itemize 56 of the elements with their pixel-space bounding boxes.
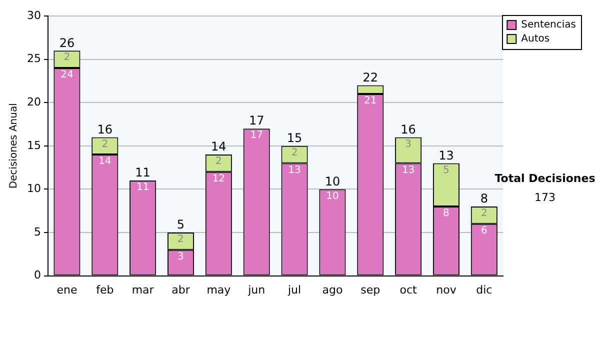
- y-tick-label: 10: [26, 182, 41, 196]
- data-label: 21: [364, 96, 377, 107]
- data-label: 6: [480, 225, 488, 236]
- total-label: 16: [97, 122, 113, 136]
- y-tick-label: 15: [26, 138, 41, 152]
- x-tick-label: dic: [476, 283, 492, 296]
- total-label: 11: [135, 166, 150, 180]
- total-label: 14: [211, 140, 226, 154]
- x-tick-label: abr: [172, 283, 190, 296]
- x-tick-label: ago: [322, 283, 343, 296]
- data-label: 10: [326, 190, 339, 202]
- data-label: 3: [405, 138, 412, 150]
- legend-label: Sentencias: [521, 20, 576, 31]
- total-label: 16: [400, 122, 416, 136]
- y-tick-label: 20: [26, 95, 41, 108]
- data-label: 12: [212, 173, 226, 184]
- total-label: 15: [286, 131, 302, 146]
- data-label: 11: [136, 182, 150, 194]
- total-label: 22: [362, 70, 378, 84]
- x-tick-label: nov: [436, 283, 457, 296]
- data-label: 17: [250, 130, 263, 142]
- data-label: 3: [178, 251, 184, 262]
- data-label: 2: [102, 138, 108, 150]
- data-label: 2: [480, 208, 488, 220]
- y-tick-label: 30: [26, 8, 41, 22]
- annotation: Total Decisiones: [494, 172, 596, 185]
- x-tick-label: feb: [96, 283, 114, 296]
- x-tick-label: sep: [360, 283, 380, 296]
- data-label: 24: [60, 70, 74, 81]
- x-tick-label: mar: [132, 283, 154, 296]
- x-tick-label: jun: [247, 283, 266, 296]
- data-label: 13: [402, 164, 415, 176]
- text: 173: [534, 191, 556, 204]
- data-label: 5: [443, 164, 450, 176]
- x-tick-label: may: [206, 283, 232, 296]
- total-label: 13: [438, 148, 454, 162]
- x-tick-label: ene: [56, 283, 78, 296]
- data-label: 2: [64, 52, 70, 64]
- data-label: 2: [215, 156, 222, 168]
- total-label: 8: [480, 192, 488, 206]
- x-tick-label: jul: [286, 283, 302, 296]
- data-label: 13: [288, 164, 301, 176]
- y-tick-label: 5: [34, 225, 41, 238]
- data-label: 2: [178, 234, 184, 246]
- total-label: 17: [248, 114, 264, 128]
- x-tick-label: oct: [400, 283, 418, 296]
- data-label: 14: [98, 156, 112, 168]
- total-label: 26: [59, 36, 75, 50]
- y-tick-label: 0: [34, 268, 41, 282]
- data-label: 2: [291, 147, 298, 158]
- total-label: 5: [176, 218, 185, 232]
- y-axis-title: Decisiones Anual: [8, 103, 20, 189]
- legend-label: Autos: [521, 34, 550, 45]
- y-tick-label: 25: [26, 52, 41, 66]
- data-label: 8: [443, 208, 450, 220]
- total-label: 10: [324, 174, 340, 188]
